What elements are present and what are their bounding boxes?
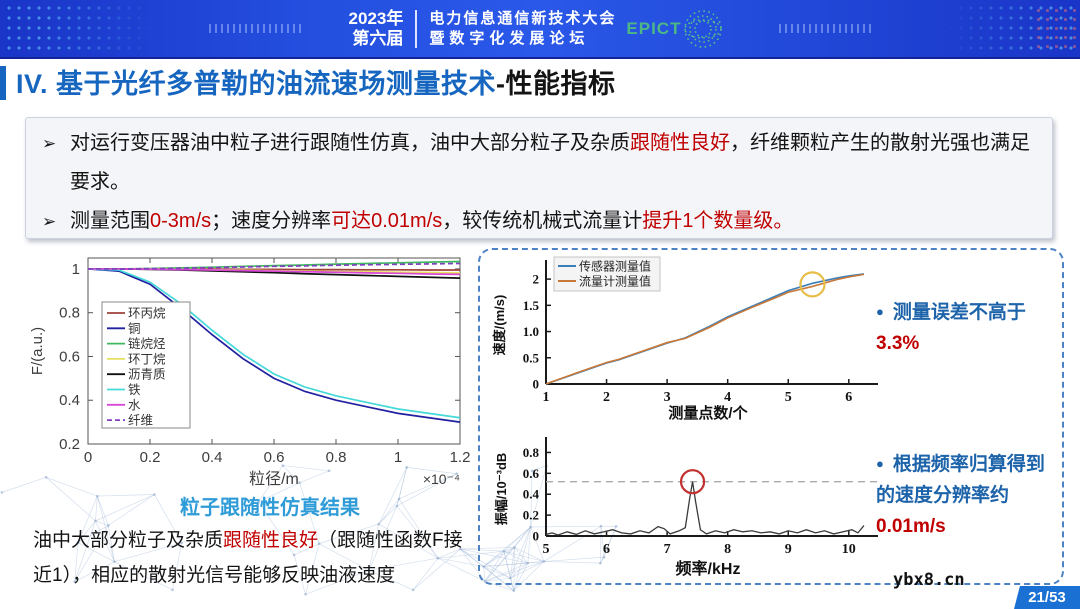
svg-text:振幅/10⁻³dB: 振幅/10⁻³dB — [494, 453, 509, 526]
epict-logo-text: EPICT — [626, 18, 682, 38]
svg-text:1.0: 1.0 — [523, 324, 539, 339]
svg-text:0.2: 0.2 — [523, 508, 539, 523]
conclusion-note: 油中大部分粒子及杂质跟随性良好（跟随性函数F接近1），相应的散射光信号能够反映油… — [33, 530, 463, 586]
svg-text:铜: 铜 — [128, 321, 141, 336]
signal-ticks-icon — [779, 24, 872, 33]
svg-text:3: 3 — [664, 390, 671, 405]
header-banner: 2023年 第六届 电力信息通信新技术大会 暨数字化发展论坛 EPICT — [0, 0, 1080, 59]
signal-ticks-icon — [208, 24, 301, 33]
svg-text:0.2: 0.2 — [59, 436, 80, 453]
key-points-box: ➢ 对运行变压器油中粒子进行跟随性仿真，油中大部分粒子及杂质跟随性良好，纤维颗粒产… — [25, 117, 1053, 239]
svg-text:0.6: 0.6 — [59, 348, 80, 365]
dot-grid-decoration-red — [1034, 6, 1078, 51]
frequency-spectrum-chart: 5 6 7 8 9 10 0 0.2 0.4 0.6 0.8 振幅/10⁻³dB 频率/kHz — [494, 437, 878, 578]
divider — [415, 9, 418, 48]
svg-text:10: 10 — [842, 542, 856, 557]
svg-text:4: 4 — [724, 390, 731, 405]
svg-text:1: 1 — [72, 261, 80, 278]
svg-text:链烷烃: 链烷烃 — [128, 336, 166, 351]
svg-text:9: 9 — [785, 542, 792, 557]
svg-text:6: 6 — [845, 390, 852, 405]
svg-text:沥青质: 沥青质 — [128, 368, 166, 382]
bullet-dot-icon: ● — [876, 456, 884, 471]
banner-center: 2023年 第六届 电力信息通信新技术大会 暨数字化发展论坛 EPICT — [0, 0, 1080, 57]
page-title-main: IV. 基于光纤多普勒的油流速场测量技术 — [16, 69, 497, 99]
arrow-bullet-icon: ➢ — [42, 212, 57, 231]
svg-text:0.4: 0.4 — [59, 392, 80, 409]
svg-text:水: 水 — [128, 398, 141, 412]
dotted-globe-icon — [684, 9, 723, 48]
particle-follow-chart: 0 0.2 0.4 0.6 0.8 1 1.20.20.40.60.81环丙烷铜链烷烃环丁烷… — [29, 257, 471, 488]
svg-text:2: 2 — [603, 390, 610, 405]
svg-text:1: 1 — [543, 390, 550, 405]
svg-text:1.2: 1.2 — [450, 449, 471, 466]
key-point-2: ➢ 测量范围0-3m/s；速度分辨率可达0.01m/s，较传统机械式流量计提升1个… — [40, 202, 1038, 241]
svg-text:速度/(m/s): 速度/(m/s) — [492, 295, 507, 356]
svg-text:流量计测量值: 流量计测量值 — [579, 274, 651, 289]
network-mesh-decoration — [0, 464, 618, 596]
page-title-suffix: -性能指标 — [496, 69, 616, 99]
watermark: ybx8.cn — [893, 570, 965, 590]
key-point-1-text: 对运行变压器油中粒子进行跟随性仿真，油中大部分粒子及杂质跟随性良好，纤维颗粒产生… — [70, 132, 1030, 193]
svg-text:0.8: 0.8 — [59, 305, 80, 322]
result-bullet-error: ● 测量误差不高于3.3% — [876, 296, 1056, 359]
svg-text:0.6: 0.6 — [264, 449, 285, 466]
result-bullet-resolution: ● 根据频率归算得到的速度分辨率约0.01m/s — [876, 448, 1056, 542]
svg-text:5: 5 — [785, 390, 792, 405]
svg-text:0.8: 0.8 — [523, 445, 540, 460]
key-point-1: ➢ 对运行变压器油中粒子进行跟随性仿真，油中大部分粒子及杂质跟随性良好，纤维颗粒产… — [40, 124, 1038, 202]
svg-text:环丙烷: 环丙烷 — [128, 307, 166, 321]
year-text: 2023年 — [348, 8, 404, 28]
page-number-badge: 21/53 — [1014, 586, 1080, 609]
svg-text:0: 0 — [533, 529, 540, 544]
epict-logo: EPICT — [626, 4, 727, 54]
key-point-2-text: 测量范围0-3m/s；速度分辨率可达0.01m/s，较传统机械式流量计提升1个数… — [70, 210, 794, 232]
svg-text:测量点数/个: 测量点数/个 — [668, 404, 748, 422]
svg-text:0.6: 0.6 — [523, 466, 540, 481]
left-chart-caption: 粒子跟随性仿真结果 — [180, 497, 360, 519]
svg-text:1.5: 1.5 — [523, 298, 540, 313]
svg-text:7: 7 — [664, 542, 671, 557]
svg-text:0.8: 0.8 — [326, 449, 347, 466]
result-bullet-error-text: 测量误差不高于3.3% — [876, 302, 1026, 354]
svg-text:铁: 铁 — [128, 383, 141, 397]
conference-title: 电力信息通信新技术大会 暨数字化发展论坛 — [429, 9, 616, 49]
svg-text:0.4: 0.4 — [523, 487, 540, 502]
conference-year: 2023年 第六届 — [349, 9, 404, 49]
conference-line1: 电力信息通信新技术大会 — [429, 9, 617, 27]
conference-line2: 暨数字化发展论坛 — [429, 29, 590, 47]
svg-text:8: 8 — [724, 542, 731, 557]
svg-text:5: 5 — [543, 542, 550, 557]
svg-text:0: 0 — [84, 449, 92, 466]
arrow-bullet-icon: ➢ — [42, 134, 57, 153]
svg-text:传感器测量值: 传感器测量值 — [579, 259, 651, 274]
dot-grid-decoration-left — [4, 3, 154, 54]
edition-text: 第六届 — [352, 28, 404, 48]
results-panel: 1 2 3 4 5 6 0 0.5 1.0 1.5 2 传感器测量值 流量计测量值速度/(m/s) 测量点… — [478, 248, 1064, 585]
svg-text:×10⁻⁴: ×10⁻⁴ — [423, 471, 460, 487]
svg-text:2: 2 — [533, 272, 540, 287]
svg-text:环丁烷: 环丁烷 — [128, 352, 166, 366]
svg-text:粒径/m: 粒径/m — [249, 470, 299, 488]
result-bullet-resolution-text: 根据频率归算得到的速度分辨率约0.01m/s — [876, 454, 1045, 537]
page-title: IV. 基于光纤多普勒的油流速场测量技术-性能指标 — [16, 62, 616, 101]
svg-text:0: 0 — [533, 377, 540, 392]
svg-text:0.2: 0.2 — [140, 449, 161, 466]
svg-text:1: 1 — [394, 449, 402, 466]
svg-text:0.4: 0.4 — [202, 449, 223, 466]
bullet-dot-icon: ● — [876, 304, 884, 319]
title-accent-bar — [0, 66, 6, 100]
svg-text:0.5: 0.5 — [523, 350, 540, 365]
svg-text:F/(a.u.): F/(a.u.) — [29, 327, 46, 375]
svg-text:纤维: 纤维 — [128, 414, 153, 428]
svg-text:6: 6 — [603, 542, 610, 557]
svg-text:频率/kHz: 频率/kHz — [676, 559, 741, 578]
